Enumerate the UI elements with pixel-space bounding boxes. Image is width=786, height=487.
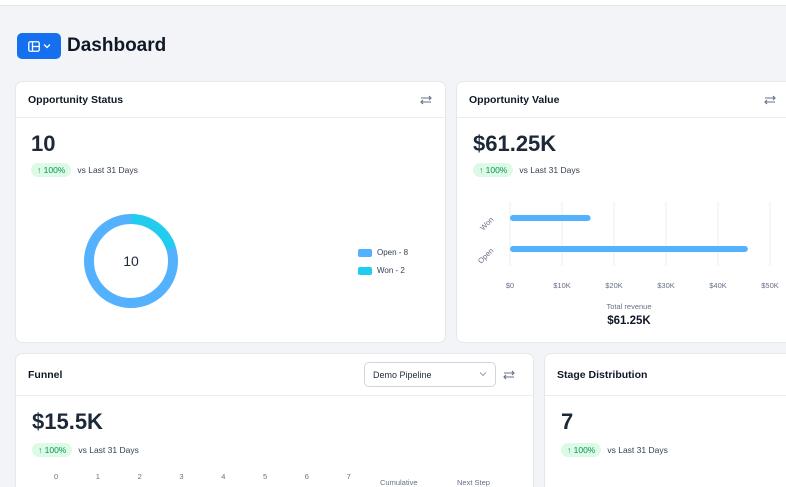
delta-label: vs Last 31 Days xyxy=(607,445,668,455)
legend-label: Won - 2 xyxy=(377,266,405,275)
chevron-down-icon xyxy=(43,44,50,49)
opportunity-value: $61.25K xyxy=(473,131,557,156)
layout-panel-icon xyxy=(27,40,40,52)
delta-badge: ↑ 100% xyxy=(473,163,514,177)
funnel-axis-tick: 4 xyxy=(221,472,226,481)
layout-toggle-button[interactable] xyxy=(17,33,61,59)
x-tick-label: $50K xyxy=(761,281,779,290)
delta-badge: ↑ 100% xyxy=(32,443,73,457)
x-tick-label: $40K xyxy=(709,281,727,290)
page-title: Dashboard xyxy=(67,35,167,56)
donut-center-value: 10 xyxy=(123,253,139,269)
card-title: Opportunity Value xyxy=(469,93,560,106)
delta-label: vs Last 31 Days xyxy=(78,445,139,455)
funnel-axis-tick: 2 xyxy=(137,472,142,481)
funnel-axis-tick: 1 xyxy=(95,472,100,481)
pipeline-select-value: Demo Pipeline xyxy=(373,369,432,380)
x-tick-label: $30K xyxy=(657,281,675,290)
funnel-axis-tick: 3 xyxy=(179,472,184,481)
funnel-axis-tick: 0 xyxy=(54,472,59,481)
category-label: Won xyxy=(478,215,495,232)
funnel-axis-tick: 5 xyxy=(263,472,268,481)
opportunity-status-card: Opportunity Status 10 ↑ 100% vs Last 31 … xyxy=(15,81,446,343)
chart-x-label: Total revenue xyxy=(606,302,652,311)
delta-row: ↑ 100% vs Last 31 Days xyxy=(473,163,580,177)
funnel-axis-tick: 6 xyxy=(304,472,309,481)
delta-badge: ↑ 100% xyxy=(561,443,602,457)
x-tick-label: $0 xyxy=(506,281,514,290)
bar-open[interactable] xyxy=(510,246,748,252)
delta-label: vs Last 31 Days xyxy=(77,165,138,175)
card-title: Opportunity Status xyxy=(28,93,124,106)
funnel-card: Funnel $15.5K ↑ 100% vs Last 31 Days 0 1 2… xyxy=(15,353,534,487)
category-label: Open xyxy=(476,246,495,265)
top-bar xyxy=(0,0,786,6)
stage-count: 7 xyxy=(561,409,574,434)
legend-item-won[interactable]: Won - 2 xyxy=(358,266,405,275)
page-header: Dashboard xyxy=(17,32,166,60)
settings-sliders-icon[interactable] xyxy=(763,94,777,106)
settings-sliders-icon[interactable] xyxy=(502,369,516,381)
opportunity-value-card: Opportunity Value $61.25K ↑ 100% vs Last… xyxy=(456,81,786,343)
donut-slice-won[interactable] xyxy=(84,214,178,308)
opportunity-count: 10 xyxy=(31,131,56,156)
x-tick-label: $20K xyxy=(605,281,623,290)
legend-item-open[interactable]: Open - 8 xyxy=(358,248,408,257)
chevron-down-icon xyxy=(479,372,487,377)
card-title: Funnel xyxy=(28,368,63,381)
x-tick-label: $10K xyxy=(553,281,571,290)
pipeline-select[interactable]: Demo Pipeline xyxy=(364,362,496,387)
delta-row: ↑ 100% vs Last 31 Days xyxy=(31,163,138,177)
legend-swatch-won xyxy=(358,266,372,275)
status-donut-chart: 10 xyxy=(84,214,178,308)
funnel-col-cumulative: Cumulative xyxy=(380,478,418,487)
bar-won[interactable] xyxy=(510,215,591,221)
delta-row: ↑ 100% vs Last 31 Days xyxy=(32,443,139,457)
stage-distribution-card: Stage Distribution 7 ↑ 100% vs Last 31 D… xyxy=(544,353,786,487)
legend-label: Open - 8 xyxy=(377,248,409,257)
funnel-value: $15.5K xyxy=(32,409,103,434)
legend-swatch-open xyxy=(358,248,372,257)
total-revenue-value: $61.25K xyxy=(607,315,651,327)
funnel-axis-tick: 7 xyxy=(346,472,351,481)
settings-sliders-icon[interactable] xyxy=(419,94,433,106)
card-title: Stage Distribution xyxy=(557,368,648,381)
delta-row: ↑ 100% vs Last 31 Days xyxy=(561,443,668,457)
delta-label: vs Last 31 Days xyxy=(519,165,580,175)
revenue-bar-chart: $0 $10K $20K $30K $40K $50K Won Open xyxy=(476,202,779,290)
delta-badge: ↑ 100% xyxy=(31,163,72,177)
funnel-col-next-step: Next Step xyxy=(457,478,490,487)
